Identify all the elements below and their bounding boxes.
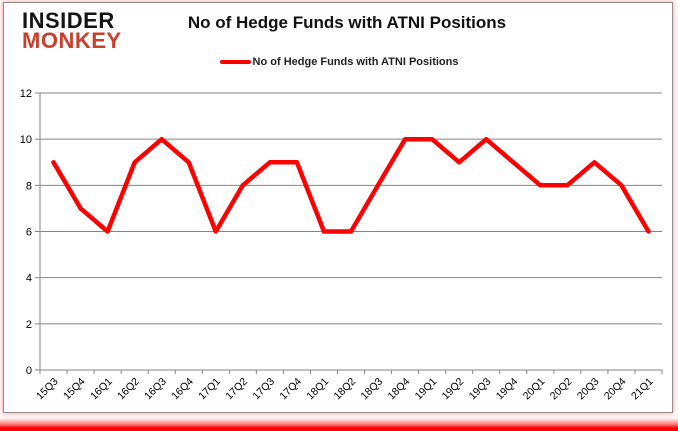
y-tick-label: 12 <box>20 88 32 100</box>
x-tick-label: 16Q4 <box>169 376 196 403</box>
x-tick-label: 20Q3 <box>575 376 602 403</box>
y-tick-label: 8 <box>26 180 32 192</box>
logo-line2: MONKEY <box>22 28 122 54</box>
x-tick-label: 17Q1 <box>196 376 223 403</box>
y-tick-label: 4 <box>26 273 32 285</box>
x-tick-label: 17Q2 <box>223 376 250 403</box>
x-tick-label: 17Q3 <box>250 376 277 403</box>
x-tick-label: 18Q2 <box>331 376 358 403</box>
x-tick-label: 16Q3 <box>142 376 169 403</box>
x-tick-label: 16Q1 <box>88 376 115 403</box>
logo-line1: INSIDER <box>22 8 115 33</box>
x-tick-label: 20Q1 <box>521 376 548 403</box>
x-tick-label: 19Q1 <box>413 376 440 403</box>
x-tick-label: 18Q3 <box>359 376 386 403</box>
chart-title: No of Hedge Funds with ATNI Positions <box>187 13 507 32</box>
data-series-line <box>51 136 651 234</box>
legend: No of Hedge Funds with ATNI Positions <box>0 56 678 68</box>
x-tick-label: 18Q4 <box>386 376 413 403</box>
insider-monkey-logo: INSIDER MONKEY <box>22 8 122 54</box>
legend-label: No of Hedge Funds with ATNI Positions <box>252 56 459 68</box>
x-tick-label: 19Q2 <box>440 376 467 403</box>
x-tick-label: 15Q4 <box>61 376 88 403</box>
y-tick-label: 0 <box>26 365 32 377</box>
x-tick-label: 20Q2 <box>548 376 575 403</box>
y-tick-label: 10 <box>20 134 32 146</box>
y-tick-label: 6 <box>26 227 32 239</box>
x-tick-label: 15Q3 <box>34 376 61 403</box>
x-tick-label: 20Q4 <box>602 376 629 403</box>
x-tick-label: 16Q2 <box>115 376 142 403</box>
x-tick-label: 17Q4 <box>277 376 304 403</box>
x-tick-label: 18Q1 <box>304 376 331 403</box>
x-tick-label: 19Q4 <box>494 376 521 403</box>
legend-line-marker <box>219 60 251 64</box>
y-tick-label: 2 <box>26 319 32 331</box>
x-tick-label: 21Q1 <box>629 376 656 403</box>
x-tick-label: 19Q3 <box>467 376 494 403</box>
